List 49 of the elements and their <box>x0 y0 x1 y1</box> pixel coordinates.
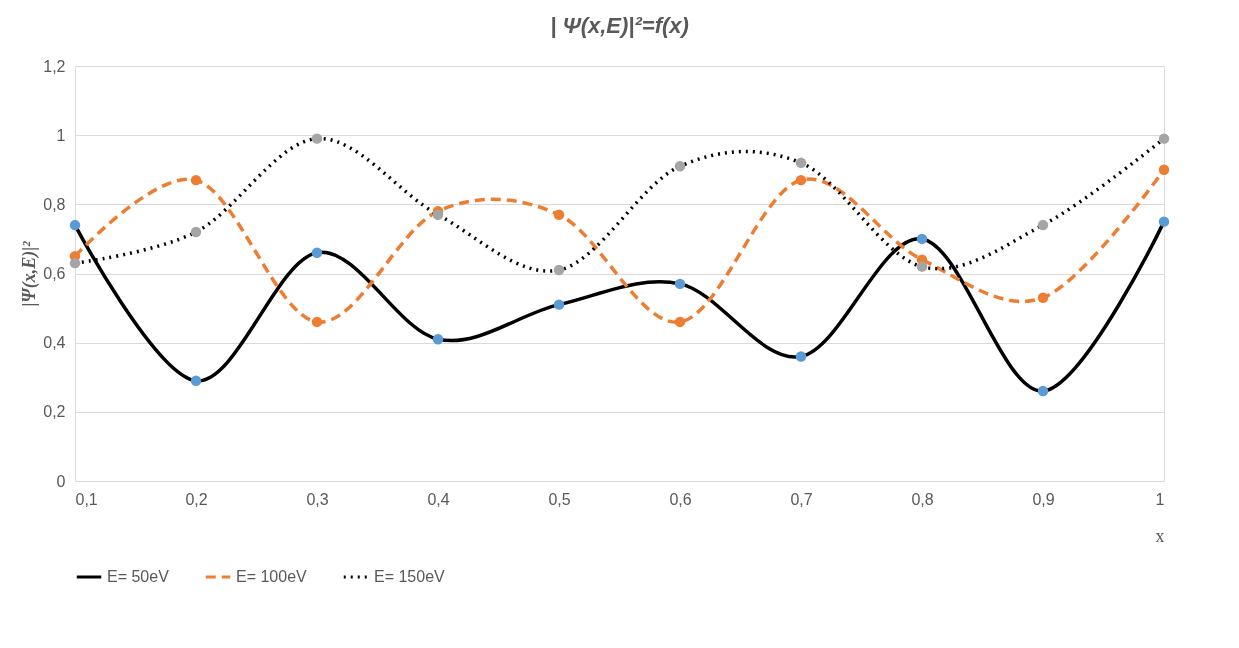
y-tick-label: 1,2 <box>43 57 66 75</box>
legend-label: E= 150eV <box>374 568 446 585</box>
point <box>916 233 928 245</box>
point <box>674 316 686 328</box>
point <box>1158 216 1170 227</box>
chart-title: | Ψ(x,E)|²=f(x) <box>550 13 689 38</box>
x-tick-label: 0,6 <box>669 490 692 508</box>
point <box>916 261 928 272</box>
x-axis-title: x <box>1155 525 1165 546</box>
point <box>311 247 323 258</box>
legend-label: E= 50eV <box>107 568 170 585</box>
point <box>69 257 81 269</box>
x-tick-label: 0,4 <box>427 490 450 508</box>
x-tick-label: 0,2 <box>185 490 208 508</box>
point <box>190 375 202 386</box>
y-tick-label: 0,2 <box>43 403 66 421</box>
point <box>1037 292 1049 303</box>
x-tick-label: 0,9 <box>1032 490 1055 508</box>
point <box>674 278 686 290</box>
point <box>553 209 565 220</box>
x-tick-label: 1 <box>1155 490 1165 508</box>
point <box>1037 219 1049 231</box>
point <box>69 219 81 231</box>
y-tick-label: 0,8 <box>43 195 66 213</box>
legend-label: E= 100eV <box>236 568 308 585</box>
y-tick-label: 1 <box>56 126 66 144</box>
point <box>674 161 686 172</box>
point <box>432 333 444 345</box>
point <box>311 316 323 328</box>
x-tick-label: 0,8 <box>911 490 934 508</box>
point <box>795 351 807 362</box>
y-tick-label: 0,4 <box>43 334 66 352</box>
point <box>1037 385 1049 397</box>
point <box>1158 164 1170 175</box>
y-tick-label: 0,6 <box>43 265 66 282</box>
y-axis-title: |Ψ(x,E)|² <box>19 240 41 307</box>
x-tick-label: 0,5 <box>548 490 571 508</box>
y-tick-label: 0 <box>56 472 66 490</box>
point <box>553 264 565 276</box>
point <box>1158 133 1170 144</box>
point <box>553 299 565 310</box>
point <box>795 174 807 186</box>
x-tick-label: 0,1 <box>75 490 98 508</box>
point <box>190 226 202 238</box>
x-tick-label: 0,7 <box>790 490 813 508</box>
point <box>795 157 807 169</box>
point <box>311 133 323 144</box>
point <box>190 174 202 186</box>
x-tick-label: 0,3 <box>306 490 329 508</box>
